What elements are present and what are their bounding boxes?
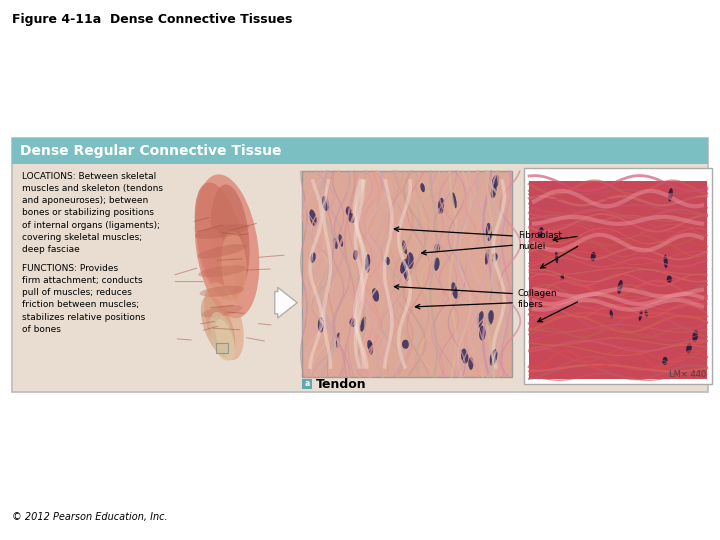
Bar [302,171,512,377]
Ellipse shape [402,266,408,281]
Ellipse shape [487,310,493,325]
Ellipse shape [221,231,247,301]
Ellipse shape [323,196,329,211]
Ellipse shape [202,305,243,318]
Ellipse shape [402,240,407,254]
Ellipse shape [365,264,369,273]
Ellipse shape [555,252,558,263]
Bar [170,170,270,384]
Ellipse shape [386,257,390,265]
Ellipse shape [367,340,373,353]
Ellipse shape [346,207,351,215]
Bar [302,379,312,389]
Ellipse shape [210,312,235,361]
Text: a: a [305,380,310,388]
Bar [12,138,708,164]
Ellipse shape [662,357,667,364]
Ellipse shape [354,250,358,260]
Ellipse shape [194,174,259,318]
Ellipse shape [452,193,456,208]
Ellipse shape [492,175,499,188]
Ellipse shape [485,249,490,265]
Ellipse shape [336,333,340,348]
Ellipse shape [561,274,564,280]
Ellipse shape [350,318,356,327]
Bar [12,138,708,392]
Ellipse shape [667,275,672,283]
Ellipse shape [372,288,379,301]
Ellipse shape [204,282,244,360]
Ellipse shape [210,185,250,294]
Ellipse shape [664,255,667,268]
Text: Dense Regular Connective Tissue: Dense Regular Connective Tissue [20,144,282,158]
Ellipse shape [491,184,496,198]
Ellipse shape [477,312,483,327]
Ellipse shape [198,265,246,277]
Ellipse shape [199,286,244,297]
Ellipse shape [639,310,642,321]
Bar [529,181,707,379]
Bar [216,343,228,353]
Ellipse shape [194,183,246,300]
Text: FUNCTIONS: Provides
firm attachment; conducts
pull of muscles; reduces
friction : FUNCTIONS: Provides firm attachment; con… [22,264,145,334]
Ellipse shape [369,343,373,354]
Ellipse shape [318,317,324,333]
Text: Collagen
fibers: Collagen fibers [518,289,557,309]
Ellipse shape [469,357,473,370]
FancyArrowPatch shape [275,287,297,318]
Ellipse shape [438,198,444,214]
Ellipse shape [197,223,235,300]
Ellipse shape [492,253,498,262]
Ellipse shape [618,280,622,294]
Bar [14,164,706,390]
Text: LM× 440: LM× 440 [669,370,706,379]
Ellipse shape [361,316,366,332]
Ellipse shape [310,210,317,226]
Ellipse shape [201,295,235,357]
Ellipse shape [400,259,407,274]
Ellipse shape [645,310,647,317]
Text: © 2012 Pearson Education, Inc.: © 2012 Pearson Education, Inc. [12,512,168,522]
Ellipse shape [338,234,343,247]
Ellipse shape [610,310,613,318]
Bar [524,168,712,384]
Ellipse shape [366,254,370,270]
Ellipse shape [486,223,492,241]
Ellipse shape [539,227,544,238]
Ellipse shape [490,349,497,366]
Ellipse shape [215,319,235,360]
Ellipse shape [333,238,338,249]
Ellipse shape [348,213,355,223]
Text: Figure 4-11a  Dense Connective Tissues: Figure 4-11a Dense Connective Tissues [12,13,292,26]
Ellipse shape [591,252,595,261]
Ellipse shape [435,244,440,252]
Text: Fibroblast
nuclei: Fibroblast nuclei [518,231,562,251]
Text: Tendon: Tendon [316,377,366,390]
Ellipse shape [480,326,485,340]
Ellipse shape [462,349,468,363]
Ellipse shape [197,244,246,259]
Ellipse shape [433,258,439,271]
Ellipse shape [310,253,315,263]
Ellipse shape [693,330,698,342]
Text: LOCATIONS: Between skeletal
muscles and skeleton (tendons
and aponeuroses); betw: LOCATIONS: Between skeletal muscles and … [22,172,163,254]
Ellipse shape [451,282,457,299]
Ellipse shape [686,344,692,353]
Ellipse shape [420,184,425,192]
Ellipse shape [402,340,409,348]
Ellipse shape [195,224,249,239]
Ellipse shape [668,188,672,201]
Ellipse shape [407,253,413,269]
